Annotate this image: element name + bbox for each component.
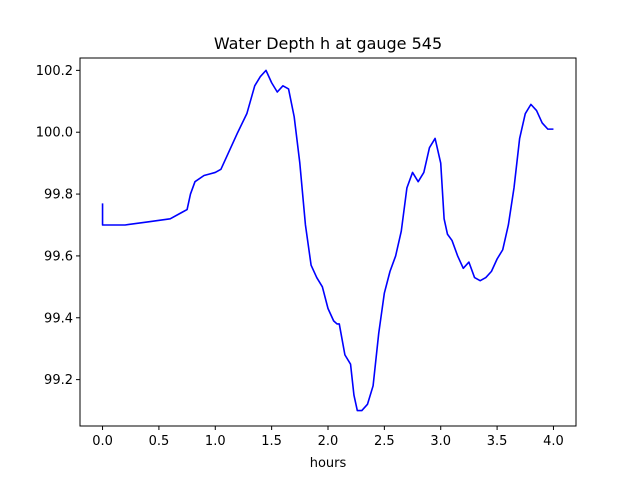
y-tick-label: 99.2: [44, 373, 73, 388]
y-tick-label: 99.8: [44, 188, 73, 203]
plot-area: [101, 69, 554, 412]
series-line-0: [101, 69, 554, 412]
x-tick-label: 0.5: [149, 434, 170, 449]
chart-title: Water Depth h at gauge 545: [214, 34, 442, 53]
x-tick-label: 2.0: [318, 434, 339, 449]
x-tick-label: 1.0: [205, 434, 226, 449]
x-tick-label: 1.5: [261, 434, 282, 449]
y-tick-label: 99.4: [44, 311, 73, 326]
x-tick-label: 2.5: [374, 434, 395, 449]
x-axis: 0.0 0.5 1.0 1.5 2.0 2.5 3.0 3.5 4.0: [92, 426, 564, 449]
x-axis-label: hours: [310, 456, 347, 471]
y-tick-label: 100.0: [36, 126, 73, 141]
y-tick-label: 99.6: [44, 249, 73, 264]
y-axis: 99.2 99.4 99.6 99.8 100.0 100.2: [36, 64, 80, 388]
y-tick-label: 100.2: [36, 64, 73, 79]
x-tick-label: 0.0: [92, 434, 113, 449]
x-tick-label: 4.0: [543, 434, 564, 449]
x-tick-label: 3.5: [487, 434, 508, 449]
x-tick-label: 3.0: [430, 434, 451, 449]
